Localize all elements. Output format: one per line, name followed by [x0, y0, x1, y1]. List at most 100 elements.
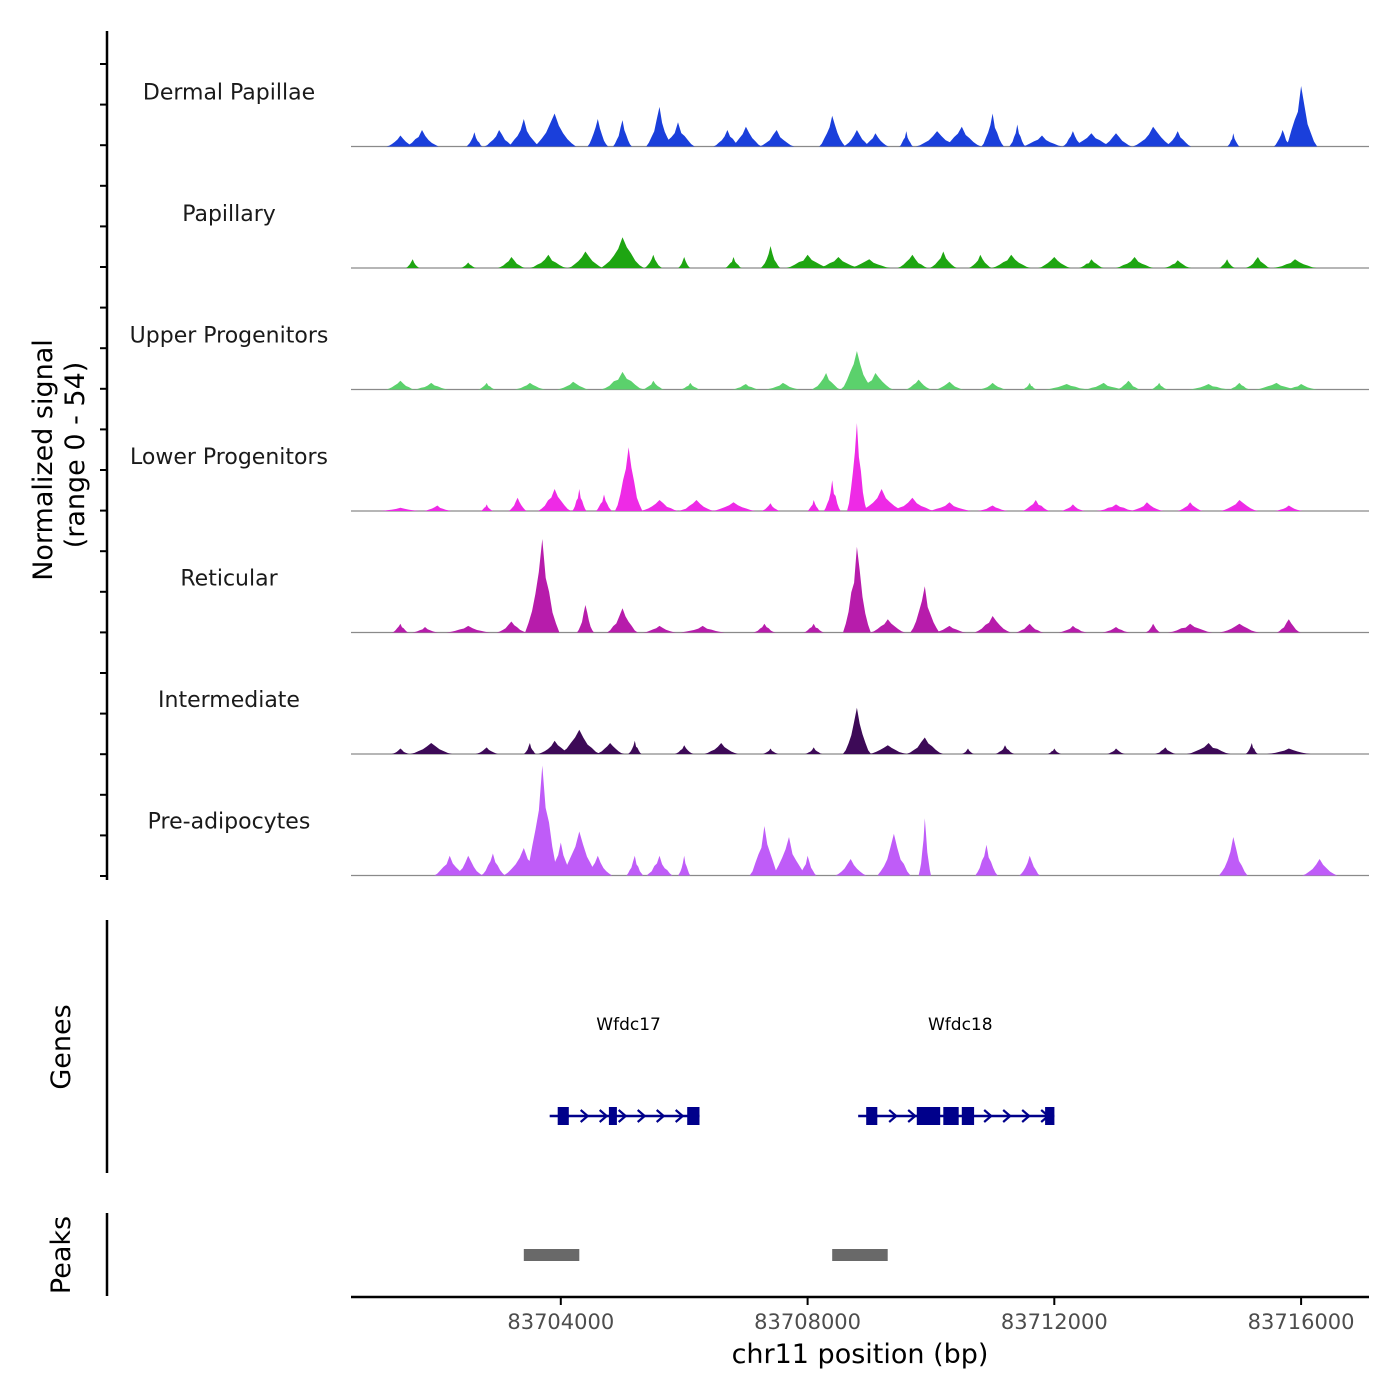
strand-arrow [579, 1109, 590, 1123]
signal-peak [918, 818, 931, 876]
signal-peak [460, 262, 476, 268]
signal-peak [1019, 855, 1040, 876]
signal-peak [771, 837, 807, 876]
coverage-y-ticks [100, 63, 107, 877]
x-tick-label: 83708000 [754, 1310, 861, 1334]
signal-peak [1254, 382, 1299, 390]
signal-peak [1186, 743, 1231, 754]
signal-peak [848, 259, 891, 268]
signal-peak [1107, 748, 1125, 754]
signal-peak [1130, 502, 1164, 511]
signal-peak [732, 384, 760, 390]
signal-peak [1302, 859, 1338, 876]
signal-peak [478, 382, 495, 390]
signal-peak [749, 826, 780, 876]
signal-peak [1150, 382, 1168, 390]
signal-peak [860, 489, 904, 511]
track-reticular: Reticular [180, 539, 1369, 634]
gene-exon [866, 1107, 878, 1125]
signal-peak [899, 131, 914, 147]
signal-peak [786, 254, 829, 268]
signal-peak [1274, 505, 1303, 511]
signal-peak [434, 855, 466, 876]
signal-peak [847, 423, 867, 511]
signal-peak [974, 616, 1011, 633]
signal-peak [857, 373, 894, 390]
strand-arrow [674, 1109, 685, 1123]
signal-peak [1116, 380, 1140, 390]
signal-peak [454, 855, 483, 876]
strand-arrow [888, 1109, 898, 1123]
signal-peak [713, 130, 742, 147]
signal-peak [991, 254, 1031, 268]
gene-wfdc18: Wfdc18 [858, 1015, 1055, 1125]
signal-peak [1132, 126, 1174, 147]
signal-peak [929, 251, 957, 268]
signal-peak [680, 625, 725, 633]
signal-peak [763, 748, 779, 754]
signal-peak [1045, 384, 1089, 390]
signal-peak [1164, 260, 1192, 268]
signal-peak [640, 500, 679, 511]
signal-peak [484, 130, 514, 147]
signal-peak [1102, 627, 1130, 633]
signal-peak [1009, 124, 1026, 147]
signal-peak [525, 765, 560, 876]
signal-peak [646, 855, 673, 876]
peak-region [832, 1249, 888, 1261]
signal-peak [514, 382, 545, 390]
strand-arrow [617, 1109, 628, 1123]
strand-arrow [636, 1109, 647, 1123]
signal-peak [766, 382, 800, 390]
signal-peak [1084, 382, 1124, 390]
gene-exon [687, 1107, 700, 1125]
signal-peak [843, 130, 871, 147]
signal-peak [1116, 257, 1154, 268]
signal-peak [508, 119, 540, 147]
x-tick-label: 83716000 [1248, 1310, 1355, 1334]
signal-peak [1219, 623, 1260, 633]
signal-peak [868, 745, 907, 754]
signal-peak [523, 743, 536, 754]
signal-peak [614, 447, 643, 511]
signal-peak [979, 382, 1006, 390]
signal-peak [533, 113, 576, 147]
signal-peak [1058, 625, 1087, 633]
signal-peak [466, 132, 483, 147]
y-axis-title-line1: Normalized signal [28, 339, 59, 581]
signal-peak [968, 254, 992, 268]
signal-peak [816, 257, 860, 268]
signal-peak [678, 257, 691, 268]
signal-peak [412, 627, 438, 633]
signal-peak [897, 254, 928, 268]
signal-peak [961, 748, 974, 754]
signal-peak [975, 844, 998, 876]
signal-peak [760, 246, 781, 268]
track-lower-progenitors: Lower Progenitors [130, 423, 1369, 512]
gene-exon [916, 1107, 941, 1125]
signal-peak [410, 743, 452, 754]
signal-peak [823, 480, 841, 511]
signal-peak [1145, 623, 1161, 633]
gene-exon [557, 1107, 569, 1125]
signal-peak [1227, 133, 1240, 147]
signal-peak [807, 500, 821, 511]
signal-peak [601, 237, 644, 268]
signal-peak [1061, 504, 1085, 511]
signal-peak [1267, 748, 1311, 754]
signal-peak [842, 707, 871, 754]
signal-peak [391, 748, 409, 754]
signal-peak [910, 586, 940, 633]
strand-arrow [907, 1109, 917, 1123]
signal-peak [1070, 133, 1113, 147]
signal-peak [628, 740, 642, 754]
signal-peak [480, 853, 505, 876]
track-label: Pre-adipocytes [148, 810, 311, 835]
signal-peak [835, 859, 867, 876]
signal-peak [642, 380, 664, 390]
signal-peak [567, 251, 603, 268]
signal-peak [905, 379, 932, 390]
track-pre-adipocytes: Pre-adipocytes [148, 765, 1369, 877]
track-label: Papillary [182, 202, 276, 227]
signal-peak [862, 133, 889, 147]
